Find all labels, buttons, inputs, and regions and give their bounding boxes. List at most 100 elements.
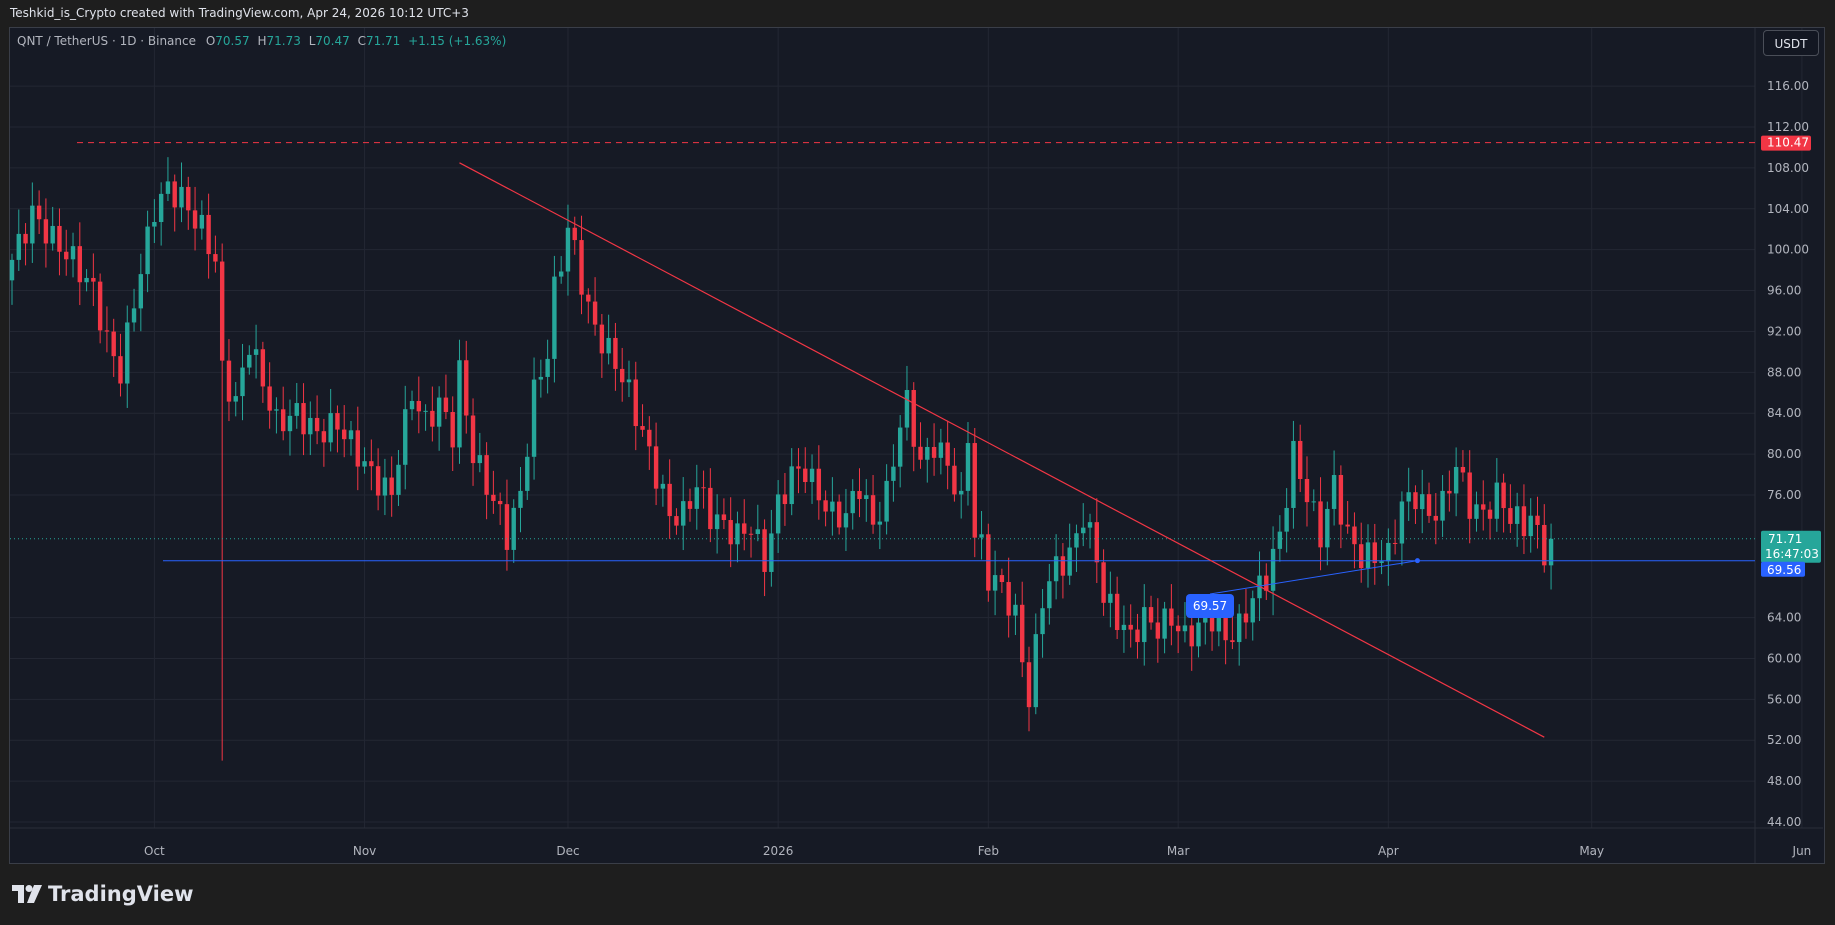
candle-body [1372, 542, 1377, 563]
candle-body [1426, 494, 1432, 516]
candle-body [1399, 501, 1405, 544]
candle-body [877, 521, 883, 525]
candle-body [301, 403, 306, 435]
candle-body [1481, 504, 1486, 510]
candle-body [240, 367, 245, 397]
candle-body [565, 227, 571, 272]
candle-body [267, 386, 272, 411]
candle-body [681, 501, 686, 526]
candle-body [640, 426, 645, 430]
candle-body [789, 466, 794, 505]
low-value: 70.47 [315, 34, 350, 48]
candle-body [1311, 501, 1316, 503]
candle-body [233, 396, 238, 402]
candle-body [1060, 556, 1066, 576]
x-tick-label: Dec [556, 844, 579, 858]
candle-body [1209, 616, 1215, 632]
candle-body [1169, 608, 1174, 626]
candle-body [213, 254, 218, 262]
candle-body [586, 294, 591, 302]
candle-body [1182, 625, 1188, 632]
candle-body [1250, 598, 1255, 623]
candle-body [1331, 475, 1337, 509]
open-label: O [205, 34, 216, 48]
candle-body [897, 427, 903, 467]
candle-body [403, 409, 408, 465]
x-tick-label: Oct [144, 844, 165, 858]
candle-body [972, 443, 977, 538]
candle-body [1148, 607, 1154, 623]
candle-body [633, 379, 638, 427]
candle-body [1535, 515, 1540, 525]
candle-body [653, 446, 659, 489]
y-tick-label: 108.00 [1767, 161, 1809, 175]
candle-body [1155, 622, 1161, 639]
candle-body [762, 529, 767, 572]
tradingview-logo-icon [12, 885, 42, 903]
candle-body [803, 468, 808, 483]
candle-body [111, 331, 116, 357]
candle-body [1162, 608, 1167, 639]
chart-pane[interactable] [9, 27, 1825, 864]
candle-body [1033, 634, 1038, 708]
candle-body [748, 533, 754, 535]
candle-body [701, 487, 706, 489]
candles [9, 157, 1554, 761]
candle-body [342, 429, 347, 440]
candle-body [64, 251, 69, 260]
candle-body [572, 227, 577, 241]
y-tick-label: 60.00 [1767, 651, 1801, 665]
trend-line[interactable] [459, 162, 1545, 738]
candle-body [43, 219, 49, 244]
candle-body [1006, 582, 1011, 616]
price-axis[interactable]: 116.00 112.00 108.00 104.00 100.00 96.00 92.00… [1767, 79, 1809, 829]
last-price-badge: 71.71 16:47:03 [1761, 530, 1821, 563]
candle-body [1521, 506, 1527, 537]
candle-body [938, 442, 944, 458]
candle-body [281, 409, 286, 432]
candle-body [369, 461, 374, 467]
candle-body [620, 368, 625, 383]
chart-grid [10, 28, 1823, 863]
candle-body [579, 240, 584, 295]
tradingview-logo[interactable]: TradingView [12, 882, 193, 906]
symbol-legend[interactable]: QNT / TetherUS · 1D · Binance O70.57 H71… [17, 34, 506, 48]
symbol-name[interactable]: QNT / TetherUS · 1D · Binance [17, 34, 196, 48]
candle-body [9, 259, 15, 281]
y-tick-label: 48.00 [1767, 774, 1801, 788]
close-label: C [357, 34, 366, 48]
marker-box [1186, 594, 1234, 618]
candle-body [294, 403, 299, 416]
candle-body [1487, 509, 1493, 519]
candle-body [1474, 504, 1479, 519]
candle-body [1053, 556, 1059, 582]
candle-body [511, 507, 516, 550]
candle-body [931, 446, 937, 458]
candle-body [1121, 624, 1127, 631]
candle-body [1467, 472, 1472, 519]
candle-body [1020, 604, 1025, 663]
candle-body [1128, 624, 1133, 630]
candle-body [558, 271, 564, 277]
price-marker[interactable]: 69.57 [1186, 558, 1420, 618]
candle-body [531, 379, 537, 457]
candle-body [1264, 575, 1269, 591]
bar-countdown: 16:47:03 [1765, 547, 1819, 561]
high-value: 71.73 [266, 34, 301, 48]
candle-body [599, 324, 605, 354]
marker-anchor-dot [1414, 558, 1420, 564]
candle-body [952, 465, 957, 495]
candle-body [1352, 526, 1357, 545]
candle-body [1514, 506, 1520, 524]
candle-body [999, 575, 1005, 583]
candle-body [1420, 494, 1425, 510]
candle-body [1460, 466, 1466, 473]
x-tick-label: Apr [1378, 844, 1399, 858]
candle-body [1094, 522, 1099, 563]
chart-caption: Teshkid_is_Crypto created with TradingVi… [10, 6, 469, 20]
candle-body [1365, 542, 1371, 569]
currency-button[interactable]: USDT [1763, 30, 1819, 56]
y-tick-label: 80.00 [1767, 447, 1801, 461]
time-axis[interactable]: OctNovDec2026FebMarAprMayJunJul [144, 844, 1835, 858]
